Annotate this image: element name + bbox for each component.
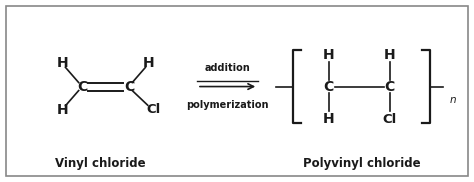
Text: Cl: Cl	[146, 103, 161, 116]
Text: Vinyl chloride: Vinyl chloride	[55, 157, 146, 169]
Text: C: C	[124, 80, 134, 94]
FancyBboxPatch shape	[6, 6, 468, 176]
Text: H: H	[143, 56, 155, 70]
Text: H: H	[56, 56, 68, 70]
Text: H: H	[323, 112, 335, 126]
Text: polymerization: polymerization	[186, 100, 269, 110]
Text: Polyvinyl chloride: Polyvinyl chloride	[303, 157, 420, 169]
Text: C: C	[323, 80, 334, 94]
Text: n: n	[449, 95, 456, 105]
Text: Cl: Cl	[383, 113, 397, 126]
Text: H: H	[56, 103, 68, 117]
Text: C: C	[77, 80, 87, 94]
Text: H: H	[384, 48, 395, 62]
Text: H: H	[323, 48, 335, 62]
Text: C: C	[384, 80, 395, 94]
Text: addition: addition	[205, 63, 250, 73]
